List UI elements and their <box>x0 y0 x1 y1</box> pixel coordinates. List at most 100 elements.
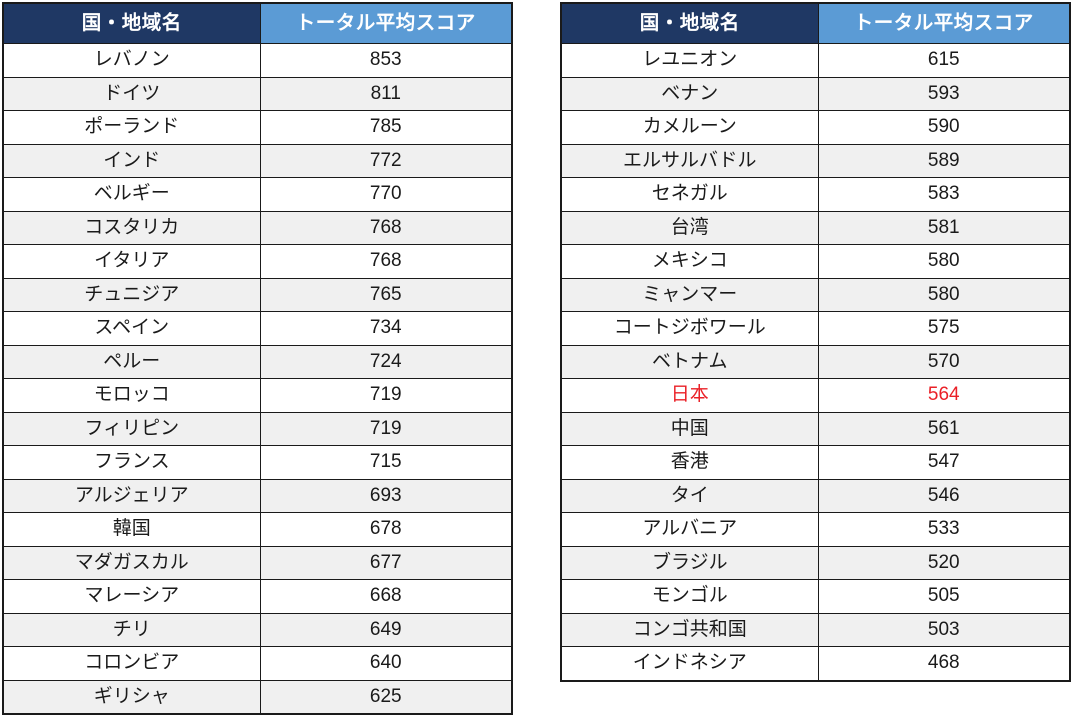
header-row: 国・地域名 トータル平均スコア <box>2 2 513 44</box>
table-row: フランス 715 <box>2 445 513 480</box>
cell-score: 583 <box>817 177 1071 212</box>
column-header-score: トータル平均スコア <box>259 2 513 44</box>
table-row: インド 772 <box>2 143 513 178</box>
cell-country: フィリピン <box>2 411 261 446</box>
table-body: レバノン 853 ドイツ 811 ポーランド 785 インド 772 ベルギー 770 コスタリカ 7… <box>2 43 513 715</box>
cell-country: ブラジル <box>560 545 819 580</box>
table-row: ベルギー 770 <box>2 177 513 212</box>
cell-country: ペルー <box>2 344 261 379</box>
cell-score: 640 <box>259 646 513 681</box>
cell-score: 580 <box>817 244 1071 279</box>
table-row: モロッコ 719 <box>2 378 513 413</box>
cell-country: チリ <box>2 612 261 647</box>
cell-score: 668 <box>259 579 513 614</box>
cell-score: 581 <box>817 210 1071 245</box>
table-row: モンゴル 505 <box>560 579 1071 614</box>
cell-country: マダガスカル <box>2 545 261 580</box>
cell-country: 韓国 <box>2 512 261 547</box>
table-row: フィリピン 719 <box>2 411 513 446</box>
cell-country: コスタリカ <box>2 210 261 245</box>
cell-country: インド <box>2 143 261 178</box>
cell-score: 547 <box>817 445 1071 480</box>
cell-country: チュニジア <box>2 277 261 312</box>
cell-country: コロンビア <box>2 646 261 681</box>
cell-country: メキシコ <box>560 244 819 279</box>
cell-country: エルサルバドル <box>560 143 819 178</box>
cell-country: フランス <box>2 445 261 480</box>
cell-score: 564 <box>817 378 1071 413</box>
header-row: 国・地域名 トータル平均スコア <box>560 2 1071 44</box>
table-row: イタリア 768 <box>2 244 513 279</box>
table-row: ドイツ 811 <box>2 76 513 111</box>
cell-country: レユニオン <box>560 43 819 78</box>
score-table: 国・地域名 トータル平均スコア レバノン 853 ドイツ 811 ポーランド 785 インド… <box>2 2 513 715</box>
table-row: 日本 564 <box>560 378 1071 413</box>
cell-country: ミャンマー <box>560 277 819 312</box>
cell-country: イタリア <box>2 244 261 279</box>
cell-country: レバノン <box>2 43 261 78</box>
cell-score: 546 <box>817 478 1071 513</box>
table-row: カメルーン 590 <box>560 110 1071 145</box>
table-header: 国・地域名 トータル平均スコア <box>2 2 513 44</box>
table-row: ベナン 593 <box>560 76 1071 111</box>
table-row: マレーシア 668 <box>2 579 513 614</box>
cell-country: コートジボワール <box>560 311 819 346</box>
cell-score: 649 <box>259 612 513 647</box>
cell-score: 561 <box>817 411 1071 446</box>
column-header-score: トータル平均スコア <box>817 2 1071 44</box>
cell-score: 768 <box>259 210 513 245</box>
table-header: 国・地域名 トータル平均スコア <box>560 2 1071 44</box>
table-row: アルバニア 533 <box>560 512 1071 547</box>
table-row: コスタリカ 768 <box>2 210 513 245</box>
table-row: ミャンマー 580 <box>560 277 1071 312</box>
cell-country: コンゴ共和国 <box>560 612 819 647</box>
cell-country: タイ <box>560 478 819 513</box>
table-row: コートジボワール 575 <box>560 311 1071 346</box>
cell-country: 日本 <box>560 378 819 413</box>
cell-score: 770 <box>259 177 513 212</box>
cell-score: 570 <box>817 344 1071 379</box>
table-row: コンゴ共和国 503 <box>560 612 1071 647</box>
cell-score: 853 <box>259 43 513 78</box>
cell-score: 811 <box>259 76 513 111</box>
table-row: チリ 649 <box>2 612 513 647</box>
cell-country: スペイン <box>2 311 261 346</box>
cell-score: 580 <box>817 277 1071 312</box>
table-row: ベトナム 570 <box>560 344 1071 379</box>
table-row: ポーランド 785 <box>2 110 513 145</box>
cell-score: 765 <box>259 277 513 312</box>
table-body: レユニオン 615 ベナン 593 カメルーン 590 エルサルバドル 589 セネガル 583 台… <box>560 43 1071 681</box>
cell-country: セネガル <box>560 177 819 212</box>
cell-country: 台湾 <box>560 210 819 245</box>
table-row: セネガル 583 <box>560 177 1071 212</box>
table-row: メキシコ 580 <box>560 244 1071 279</box>
cell-country: ポーランド <box>2 110 261 145</box>
cell-score: 693 <box>259 478 513 513</box>
table-row: 中国 561 <box>560 411 1071 446</box>
table-row: 台湾 581 <box>560 210 1071 245</box>
cell-score: 589 <box>817 143 1071 178</box>
cell-score: 677 <box>259 545 513 580</box>
table-row: コロンビア 640 <box>2 646 513 681</box>
cell-country: ベルギー <box>2 177 261 212</box>
cell-score: 772 <box>259 143 513 178</box>
cell-score: 719 <box>259 378 513 413</box>
cell-country: モンゴル <box>560 579 819 614</box>
cell-country: 香港 <box>560 445 819 480</box>
cell-country: アルジェリア <box>2 478 261 513</box>
score-table-left: 国・地域名 トータル平均スコア レバノン 853 ドイツ 811 ポーランド 785 インド… <box>2 2 513 715</box>
table-row: 韓国 678 <box>2 512 513 547</box>
cell-country: ベナン <box>560 76 819 111</box>
table-row: エルサルバドル 589 <box>560 143 1071 178</box>
cell-score: 768 <box>259 244 513 279</box>
column-header-country: 国・地域名 <box>560 2 819 44</box>
cell-country: ドイツ <box>2 76 261 111</box>
table-row: タイ 546 <box>560 478 1071 513</box>
cell-score: 724 <box>259 344 513 379</box>
cell-country: ベトナム <box>560 344 819 379</box>
table-row: レユニオン 615 <box>560 43 1071 78</box>
table-row: ペルー 724 <box>2 344 513 379</box>
table-row: マダガスカル 677 <box>2 545 513 580</box>
cell-country: カメルーン <box>560 110 819 145</box>
score-table-right: 国・地域名 トータル平均スコア レユニオン 615 ベナン 593 カメルーン 590 エル… <box>560 2 1071 682</box>
